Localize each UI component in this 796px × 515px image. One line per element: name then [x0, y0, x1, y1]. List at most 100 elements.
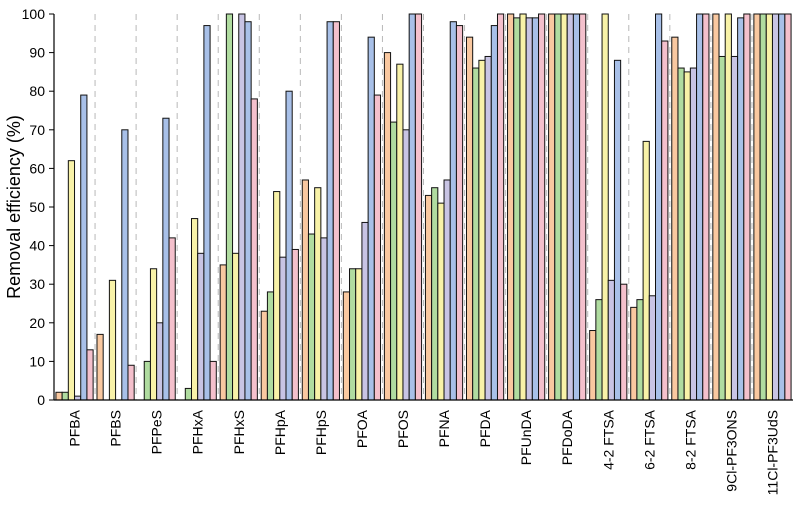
bar [307, 233, 316, 401]
category-label: 9Cl-PF3ONS [723, 410, 739, 492]
bar [712, 13, 720, 401]
bar [696, 13, 704, 401]
bar [437, 202, 445, 401]
bar [671, 36, 679, 401]
bar [291, 248, 299, 401]
bar [402, 129, 410, 401]
bar [361, 221, 369, 401]
bar [320, 237, 328, 401]
bar [613, 59, 622, 401]
bar [784, 13, 792, 401]
bar [566, 13, 574, 401]
bar [455, 25, 464, 401]
bar [80, 94, 88, 401]
bar [121, 129, 129, 401]
bar [250, 98, 258, 401]
bar [765, 13, 773, 401]
bar [677, 67, 685, 401]
bar [285, 90, 293, 401]
category-label: PFUnDA [518, 409, 534, 465]
bar [342, 291, 351, 401]
bar [513, 17, 521, 401]
bar [396, 63, 404, 401]
bar [168, 237, 176, 401]
bar [149, 268, 158, 401]
bar [730, 55, 739, 401]
bar [219, 264, 227, 401]
category-label: PFOA [354, 409, 370, 448]
bar [86, 349, 94, 401]
category-label: PFDA [477, 409, 493, 447]
bar [108, 279, 117, 401]
bar [465, 36, 474, 401]
bar [484, 55, 492, 401]
y-tick-label: 10 [29, 353, 45, 369]
bar [636, 299, 644, 401]
bar [519, 13, 527, 401]
y-tick-label: 40 [29, 238, 45, 254]
bar [238, 13, 246, 401]
bar [737, 17, 745, 401]
bar [156, 322, 164, 401]
category-label: PFNA [436, 409, 452, 447]
bar [579, 13, 587, 401]
bar [589, 330, 597, 401]
bar [355, 268, 363, 401]
bar [449, 21, 457, 401]
category-label: 6-2 FTSA [641, 409, 657, 470]
category-label: 8-2 FTSA [682, 409, 698, 470]
bar [661, 40, 669, 401]
bar [531, 17, 540, 401]
bar [162, 117, 170, 401]
category-labels: PFBA PFBS PFPeS PFHxA PFHxS PFHpA PFHpS PFOA PFO… [67, 409, 781, 495]
bar [507, 13, 515, 401]
bar [538, 13, 546, 401]
category-label: PFHxA [190, 409, 206, 454]
bar [373, 94, 382, 401]
bar [190, 218, 199, 401]
bar [490, 25, 498, 401]
bar [630, 306, 638, 401]
bar [771, 13, 780, 401]
y-tick-label: 50 [29, 199, 45, 215]
bar [203, 25, 211, 401]
bar [642, 140, 650, 401]
axes-layer: 0 10 20 30 40 50 60 70 80 90 100 [22, 6, 793, 408]
bar [525, 17, 533, 401]
bar [724, 13, 732, 401]
bar [554, 13, 562, 401]
bar [595, 299, 603, 401]
bar [472, 67, 480, 401]
category-label: 4-2 FTSA [600, 409, 616, 470]
bar [408, 13, 416, 401]
category-label: PFBS [108, 410, 124, 447]
bar [127, 364, 135, 401]
bar [759, 13, 767, 401]
bar [424, 194, 433, 401]
bar [683, 71, 691, 401]
bar [225, 13, 234, 401]
bar [689, 67, 698, 401]
category-label: PFBA [67, 409, 83, 446]
bar [266, 291, 275, 401]
bar [443, 179, 451, 401]
bar [414, 13, 423, 401]
bar [743, 13, 751, 401]
bar [260, 310, 268, 401]
category-separators [94, 14, 753, 400]
bar [349, 268, 357, 401]
bar [601, 13, 609, 401]
bar [197, 252, 205, 401]
y-tick-label: 80 [29, 83, 45, 99]
bar [367, 36, 375, 401]
y-tick-label: 70 [29, 122, 45, 138]
bar [607, 279, 615, 401]
category-label: PFOS [395, 410, 411, 448]
bar [279, 256, 287, 401]
category-label: PFHpA [272, 409, 288, 455]
category-label: 11Cl-PF3UdS [764, 410, 780, 495]
bar [572, 13, 581, 401]
bar [431, 187, 439, 401]
bar [232, 252, 240, 401]
bar [383, 52, 392, 401]
